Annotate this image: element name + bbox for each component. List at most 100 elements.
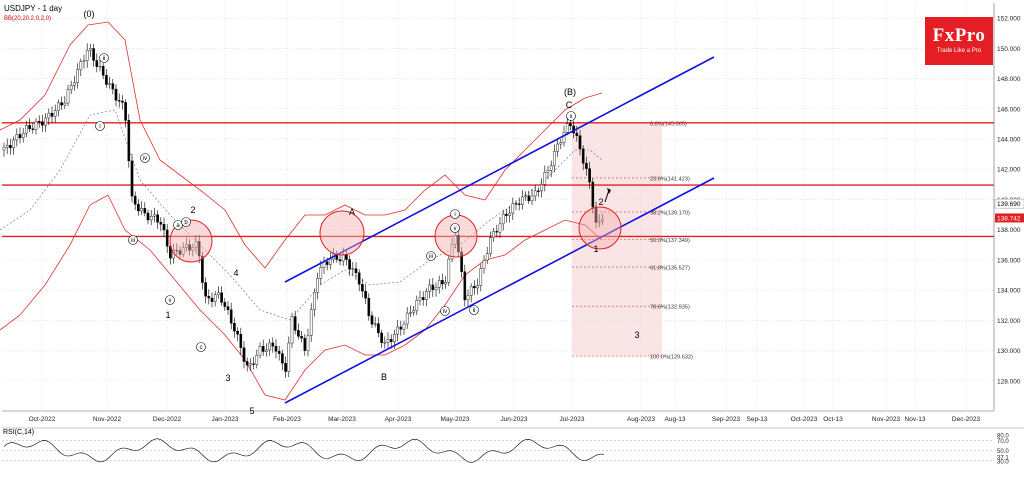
y-tick-label: 148.000 (997, 76, 1021, 83)
candle-body (220, 292, 223, 303)
wave-label: iii (131, 238, 135, 244)
x-tick-label: Aug-13 (665, 416, 686, 423)
candle-body (338, 259, 342, 262)
rsi-tick-label: 70.0 (997, 439, 1009, 445)
bollinger-lower-band (0, 194, 603, 401)
candle-body (60, 102, 63, 106)
candle-body (181, 247, 185, 255)
candle-body (370, 315, 374, 325)
candle-body (73, 82, 76, 86)
candle-body (268, 342, 271, 351)
candle-body (47, 112, 51, 119)
y-tick-label: 132.000 (997, 318, 1021, 325)
projection-arrow (604, 189, 610, 203)
candle-body (396, 326, 399, 335)
candle-body (271, 342, 275, 347)
fibonacci-level-label: 78.6%(132.935) (650, 305, 690, 311)
candle-body (421, 297, 425, 300)
candle-body (463, 271, 467, 301)
candle-body (597, 220, 601, 223)
candle-body (530, 195, 534, 202)
candle-body (485, 253, 489, 261)
candle-body (588, 168, 591, 183)
x-tick-label: Oct-2023 (791, 416, 818, 423)
wave-label: 2 (190, 205, 195, 215)
candle-body (194, 241, 198, 248)
candle-body (329, 258, 332, 265)
candle-body (303, 337, 307, 351)
rsi-tick-label: 37.1 (997, 456, 1009, 462)
candle-body (399, 326, 403, 330)
candle-body (92, 48, 95, 61)
wave-label-circle (450, 209, 460, 219)
candle-body (578, 135, 582, 150)
wave-label: 4 (233, 268, 238, 278)
candle-body (514, 203, 518, 205)
candle-body (37, 121, 41, 123)
candle-body (389, 339, 393, 342)
candle-body (549, 165, 553, 171)
y-tick-label: 130.000 (997, 348, 1021, 355)
candle-body (44, 117, 47, 126)
highlight-circle (319, 210, 365, 256)
candle-body (309, 309, 313, 336)
candle-body (319, 267, 323, 279)
candle-body (31, 128, 35, 130)
candle-body (165, 229, 169, 247)
candle-body (89, 48, 92, 51)
x-tick-label: Dec-2022 (153, 416, 182, 423)
wave-label: 3 (225, 373, 230, 383)
x-tick-label: Feb-2023 (273, 416, 301, 423)
candle-body (431, 284, 435, 291)
candle-body (377, 323, 380, 334)
candle-body (297, 330, 300, 337)
candle-body (357, 272, 361, 285)
candle-body (156, 214, 159, 223)
logo-tagline: Trade Like a Pro (936, 48, 982, 54)
candle-body (28, 125, 31, 130)
x-tick-label: Sep-2023 (712, 416, 741, 423)
candle-body (239, 334, 243, 348)
candle-body (479, 268, 483, 286)
candle-body (511, 203, 515, 214)
candle-body (498, 223, 502, 233)
candle-body (565, 123, 569, 133)
candle-body (556, 143, 559, 152)
candle-body (9, 145, 12, 149)
candle-body (316, 278, 319, 293)
candle-body (117, 100, 121, 102)
y-tick-label: 144.000 (997, 137, 1021, 144)
candle-body (428, 284, 431, 292)
wave-label-circle (440, 306, 450, 316)
y-tick-label: 152.000 (997, 16, 1021, 23)
candle-body (402, 323, 406, 330)
bb-indicator-label: BB(20,20.2,0,2,0) (4, 16, 51, 22)
candle-body (274, 345, 278, 352)
x-tick-label: Nov-2023 (872, 416, 901, 423)
candle-body (495, 230, 499, 233)
highlight-circle (434, 214, 478, 258)
candle-body (524, 195, 527, 198)
candle-body (434, 287, 438, 291)
candle-body (252, 363, 255, 365)
candle-body (367, 298, 371, 316)
candle-body (162, 224, 166, 231)
candle-body (405, 312, 409, 325)
candle-body (15, 134, 19, 141)
x-tick-label: Jul-2023 (560, 416, 585, 423)
y-tick-label: 136.000 (997, 257, 1021, 264)
candle-body (437, 280, 441, 288)
candle-body (229, 309, 233, 324)
candle-body (12, 139, 15, 149)
candle-body (601, 219, 604, 222)
candle-body (41, 121, 44, 126)
candle-body (69, 85, 73, 90)
candle-body (226, 306, 230, 310)
candle-body (255, 354, 259, 365)
bollinger-upper-band (0, 21, 603, 269)
candle-body (82, 60, 86, 62)
candle-body (236, 330, 239, 335)
wave-label: b (184, 220, 188, 226)
price-tag-box-current (995, 213, 1024, 223)
x-tick-label: Apr-2023 (385, 416, 412, 423)
